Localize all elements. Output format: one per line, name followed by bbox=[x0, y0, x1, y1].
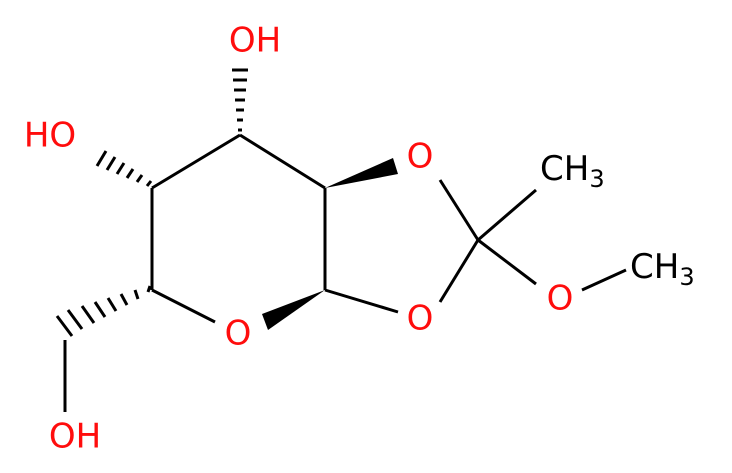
atom-label: OH bbox=[229, 21, 281, 61]
bonds bbox=[55, 68, 627, 412]
atom-labels: OH HO OH O O O CH3 O CH3 bbox=[24, 21, 695, 457]
atom-label: CH bbox=[540, 149, 589, 189]
atom-label: O bbox=[407, 299, 434, 339]
atom-label: CH3 bbox=[630, 247, 695, 292]
atom-label: O bbox=[547, 279, 574, 319]
atom-subscript: 3 bbox=[589, 165, 604, 193]
atom-label: CH3 bbox=[540, 149, 605, 194]
atom-label: O bbox=[225, 314, 252, 354]
atom-label: OH bbox=[49, 417, 101, 457]
atom-label: HO bbox=[24, 116, 76, 156]
atom-label: O bbox=[407, 137, 434, 177]
atom-label: CH bbox=[630, 247, 679, 287]
atom-subscript: 3 bbox=[679, 263, 694, 291]
